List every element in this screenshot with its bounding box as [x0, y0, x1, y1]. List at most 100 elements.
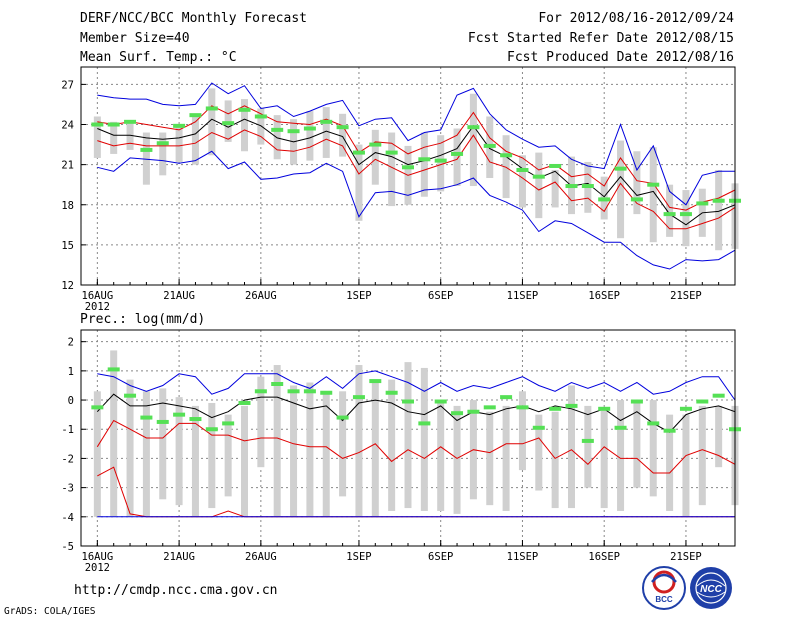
ensemble-box [600, 408, 608, 509]
median-marker [140, 147, 153, 152]
median-marker [434, 158, 447, 163]
median-marker [156, 419, 169, 424]
x-tick-label: 21SEP [670, 551, 702, 563]
median-marker [189, 417, 202, 422]
series-line-max [97, 370, 736, 401]
ensemble-box [322, 394, 330, 517]
ensemble-box [682, 414, 690, 517]
median-marker [598, 197, 611, 202]
median-marker [565, 403, 578, 408]
member-size-label: Member Size=40 [80, 31, 190, 46]
median-marker [630, 197, 643, 202]
forecast-produced-date: Fcst Produced Date 2012/08/16 [507, 50, 734, 65]
chart-title: DERF/NCC/BCC Monthly Forecast [80, 11, 307, 26]
x-year-label: 2012 [85, 301, 110, 313]
ensemble-box [339, 391, 347, 497]
x-tick-label: 6SEP [428, 290, 453, 302]
x-tick-label: 26AUG [245, 290, 277, 302]
temperature-panel: 16AUG 21AUG 26AUG 1SEP 6SEP 11SEP 16SEP 21SEP 20… [61, 66, 741, 313]
ensemble-box [469, 93, 477, 187]
median-marker [320, 390, 333, 395]
ensemble-box [437, 135, 445, 192]
x-tick-label: 16SEP [588, 551, 620, 563]
ensemble-box [388, 379, 396, 511]
ensemble-box [339, 113, 347, 157]
footer-url: http://cmdp.ncc.cma.gov.cn [74, 583, 278, 598]
median-marker [549, 406, 562, 411]
x-tick-label: 1SEP [346, 290, 371, 302]
ensemble-box [682, 190, 690, 247]
ensemble-box [110, 350, 118, 517]
median-marker [222, 421, 235, 426]
ensemble-box [518, 391, 526, 471]
median-marker [402, 399, 414, 404]
ensemble-box [666, 184, 674, 237]
median-marker [581, 184, 594, 189]
y-tick-label: 0 [68, 395, 74, 407]
ensemble-box [420, 367, 428, 511]
series-line-max [97, 82, 735, 206]
median-marker [549, 163, 562, 168]
median-marker [696, 399, 709, 404]
x-year-label: 2012 [85, 562, 110, 574]
ensemble-box [175, 397, 183, 506]
median-marker [483, 405, 496, 410]
ensemble-box [175, 125, 183, 162]
median-marker [500, 153, 513, 158]
ensemble-box [355, 144, 363, 221]
median-marker [647, 421, 660, 426]
series-line-mean [96, 393, 736, 433]
ensemble-box [518, 155, 526, 208]
x-tick-label: 21AUG [163, 551, 195, 563]
ensemble-box [110, 121, 118, 154]
median-marker [516, 405, 529, 410]
median-marker [352, 395, 365, 400]
median-marker [336, 415, 349, 420]
ensemble-box [371, 379, 379, 517]
median-marker [565, 184, 578, 189]
median-marker [369, 379, 382, 384]
y-tick-label: 1 [68, 366, 74, 378]
median-marker [516, 167, 529, 172]
median-marker [124, 119, 137, 124]
median-marker [467, 125, 480, 130]
x-tick-label: 6SEP [428, 551, 453, 563]
ensemble-box [241, 99, 248, 152]
median-marker [679, 406, 692, 411]
ensemble-box [617, 140, 625, 239]
median-marker [254, 114, 267, 119]
median-marker [287, 129, 300, 134]
median-marker [402, 165, 414, 170]
ensemble-box [649, 147, 657, 243]
median-marker [271, 127, 284, 132]
median-marker [434, 399, 447, 404]
ensemble-box [617, 400, 625, 511]
median-marker [532, 174, 545, 179]
y-tick-label: 21 [61, 160, 74, 172]
x-tick-label: 16AUG [82, 290, 114, 302]
ensemble-box [584, 405, 592, 488]
y-tick-label: 18 [61, 200, 74, 212]
median-marker [696, 201, 709, 206]
footer-credit: GrADS: COLA/IGES [4, 606, 96, 617]
median-marker [483, 143, 496, 148]
ensemble-box [502, 135, 510, 199]
median-marker [385, 150, 398, 155]
x-tick-label: 16AUG [82, 551, 114, 563]
x-tick-label: 11SEP [507, 551, 539, 563]
median-marker [532, 425, 545, 430]
ensemble-box [224, 100, 232, 142]
series-line-mean [97, 118, 736, 226]
ensemble-box [551, 169, 559, 208]
ensemble-box [371, 129, 379, 185]
y-tick-label: -5 [61, 541, 74, 553]
ensemble-box [633, 151, 641, 215]
y-tick-label: -4 [61, 512, 74, 524]
median-marker [189, 113, 202, 118]
median-marker [287, 389, 300, 394]
ensemble-box [159, 388, 167, 500]
series-line-mean_plus_sd [97, 105, 736, 211]
ensemble-box [208, 402, 216, 509]
median-marker [663, 212, 676, 217]
